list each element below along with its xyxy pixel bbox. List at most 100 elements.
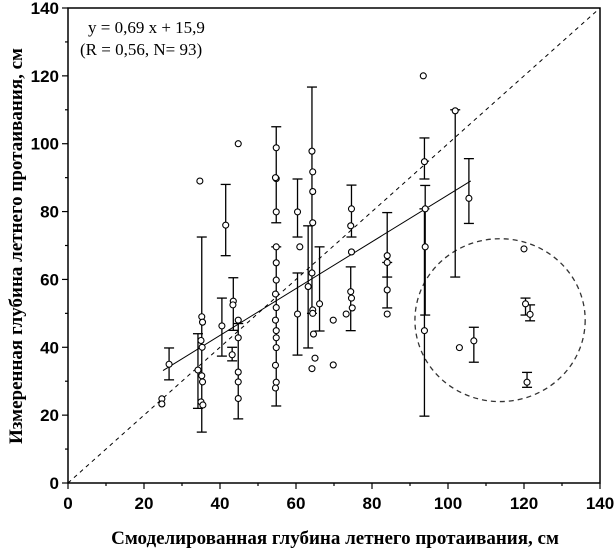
data-point (271, 361, 280, 369)
x-tick-label: 120 (510, 494, 538, 513)
data-point (234, 140, 242, 148)
data-point (309, 330, 318, 338)
x-tick-label: 100 (434, 494, 462, 513)
data-point (198, 318, 207, 326)
data-point (383, 310, 391, 318)
y-tick-label: 120 (31, 67, 59, 86)
data-point (271, 174, 280, 182)
data-point (347, 248, 356, 256)
data-point (271, 316, 280, 324)
error-bar (419, 208, 430, 417)
data-point (308, 269, 316, 277)
data-point (234, 394, 242, 403)
chart-marks (67, 7, 601, 484)
data-point (272, 259, 280, 267)
data-point (271, 290, 280, 298)
x-tick-label: 80 (363, 494, 382, 513)
x-tick-label: 40 (211, 494, 230, 513)
one-to-one-line (67, 7, 601, 484)
data-point (316, 300, 324, 308)
data-point (329, 361, 337, 369)
data-point (158, 400, 166, 408)
data-point (520, 245, 528, 253)
data-point (383, 252, 391, 260)
data-point (296, 243, 304, 251)
y-tick-label: 140 (31, 0, 59, 18)
data-point (383, 258, 391, 267)
data-point (293, 310, 302, 318)
data-point (198, 372, 206, 380)
error-bar (292, 178, 303, 238)
data-point (198, 378, 207, 386)
data-point (196, 177, 204, 185)
error-bar (382, 261, 393, 309)
data-point (347, 288, 355, 296)
data-point (272, 327, 280, 335)
data-point (234, 368, 242, 376)
error-bar (463, 157, 474, 225)
data-point (272, 334, 280, 342)
data-point (272, 243, 280, 251)
data-point (342, 310, 350, 318)
data-point (304, 283, 312, 291)
data-point (309, 168, 317, 176)
error-bar (220, 183, 231, 257)
data-point (465, 194, 473, 202)
x-tick-label: 60 (287, 494, 306, 513)
error-bar (468, 326, 479, 363)
data-point (421, 243, 429, 251)
data-point (309, 309, 317, 317)
data-point (470, 337, 478, 345)
data-point (347, 222, 355, 230)
data-point (272, 276, 280, 284)
data-point (309, 219, 317, 227)
axis-ticks: 0 20 40 60 80 100 120 140 0 20 40 60 80 100 120 140 (31, 0, 615, 513)
x-tick-label: 140 (586, 494, 614, 513)
data-point (222, 221, 230, 229)
error-bar (450, 109, 461, 278)
data-point (234, 334, 242, 342)
data-point (523, 378, 531, 386)
regression-equation: y = 0,69 x + 15,9 (88, 18, 205, 37)
data-point (228, 351, 236, 359)
data-point (308, 365, 316, 373)
data-point (420, 327, 428, 335)
data-point (521, 300, 530, 308)
data-point (165, 360, 173, 368)
data-point (451, 107, 459, 115)
y-axis-title: Измеренная глубина летнего протаивания, … (6, 48, 27, 444)
x-axis-title: Смоделированная глубина летнего протаива… (111, 528, 559, 549)
y-tick-label: 100 (31, 135, 59, 154)
y-tick-label: 60 (40, 270, 59, 289)
data-point (347, 205, 356, 213)
data-point (419, 72, 427, 80)
data-point (272, 304, 280, 312)
data-point (329, 316, 337, 324)
regression-stats: (R = 0,56, N= 93) (80, 40, 202, 59)
data-point (194, 366, 202, 374)
data-point (421, 205, 429, 213)
y-tick-label: 20 (40, 406, 59, 425)
x-tick-label: 0 (63, 494, 72, 513)
data-point (293, 208, 302, 216)
x-tick-label: 20 (135, 494, 154, 513)
y-tick-label: 0 (50, 474, 59, 493)
data-point (271, 384, 280, 392)
y-tick-label: 80 (40, 203, 59, 222)
y-tick-label: 40 (40, 338, 59, 357)
data-point (218, 322, 226, 330)
data-point (272, 344, 280, 352)
data-point (198, 343, 206, 351)
error-bar (314, 246, 325, 332)
data-point (272, 208, 280, 216)
data-point (526, 310, 534, 318)
data-point (420, 158, 428, 166)
data-point (234, 316, 242, 324)
data-point (348, 304, 356, 312)
data-point (234, 378, 242, 386)
data-point (308, 147, 316, 155)
data-point (229, 301, 237, 309)
data-point (309, 188, 317, 196)
data-point (199, 401, 207, 409)
